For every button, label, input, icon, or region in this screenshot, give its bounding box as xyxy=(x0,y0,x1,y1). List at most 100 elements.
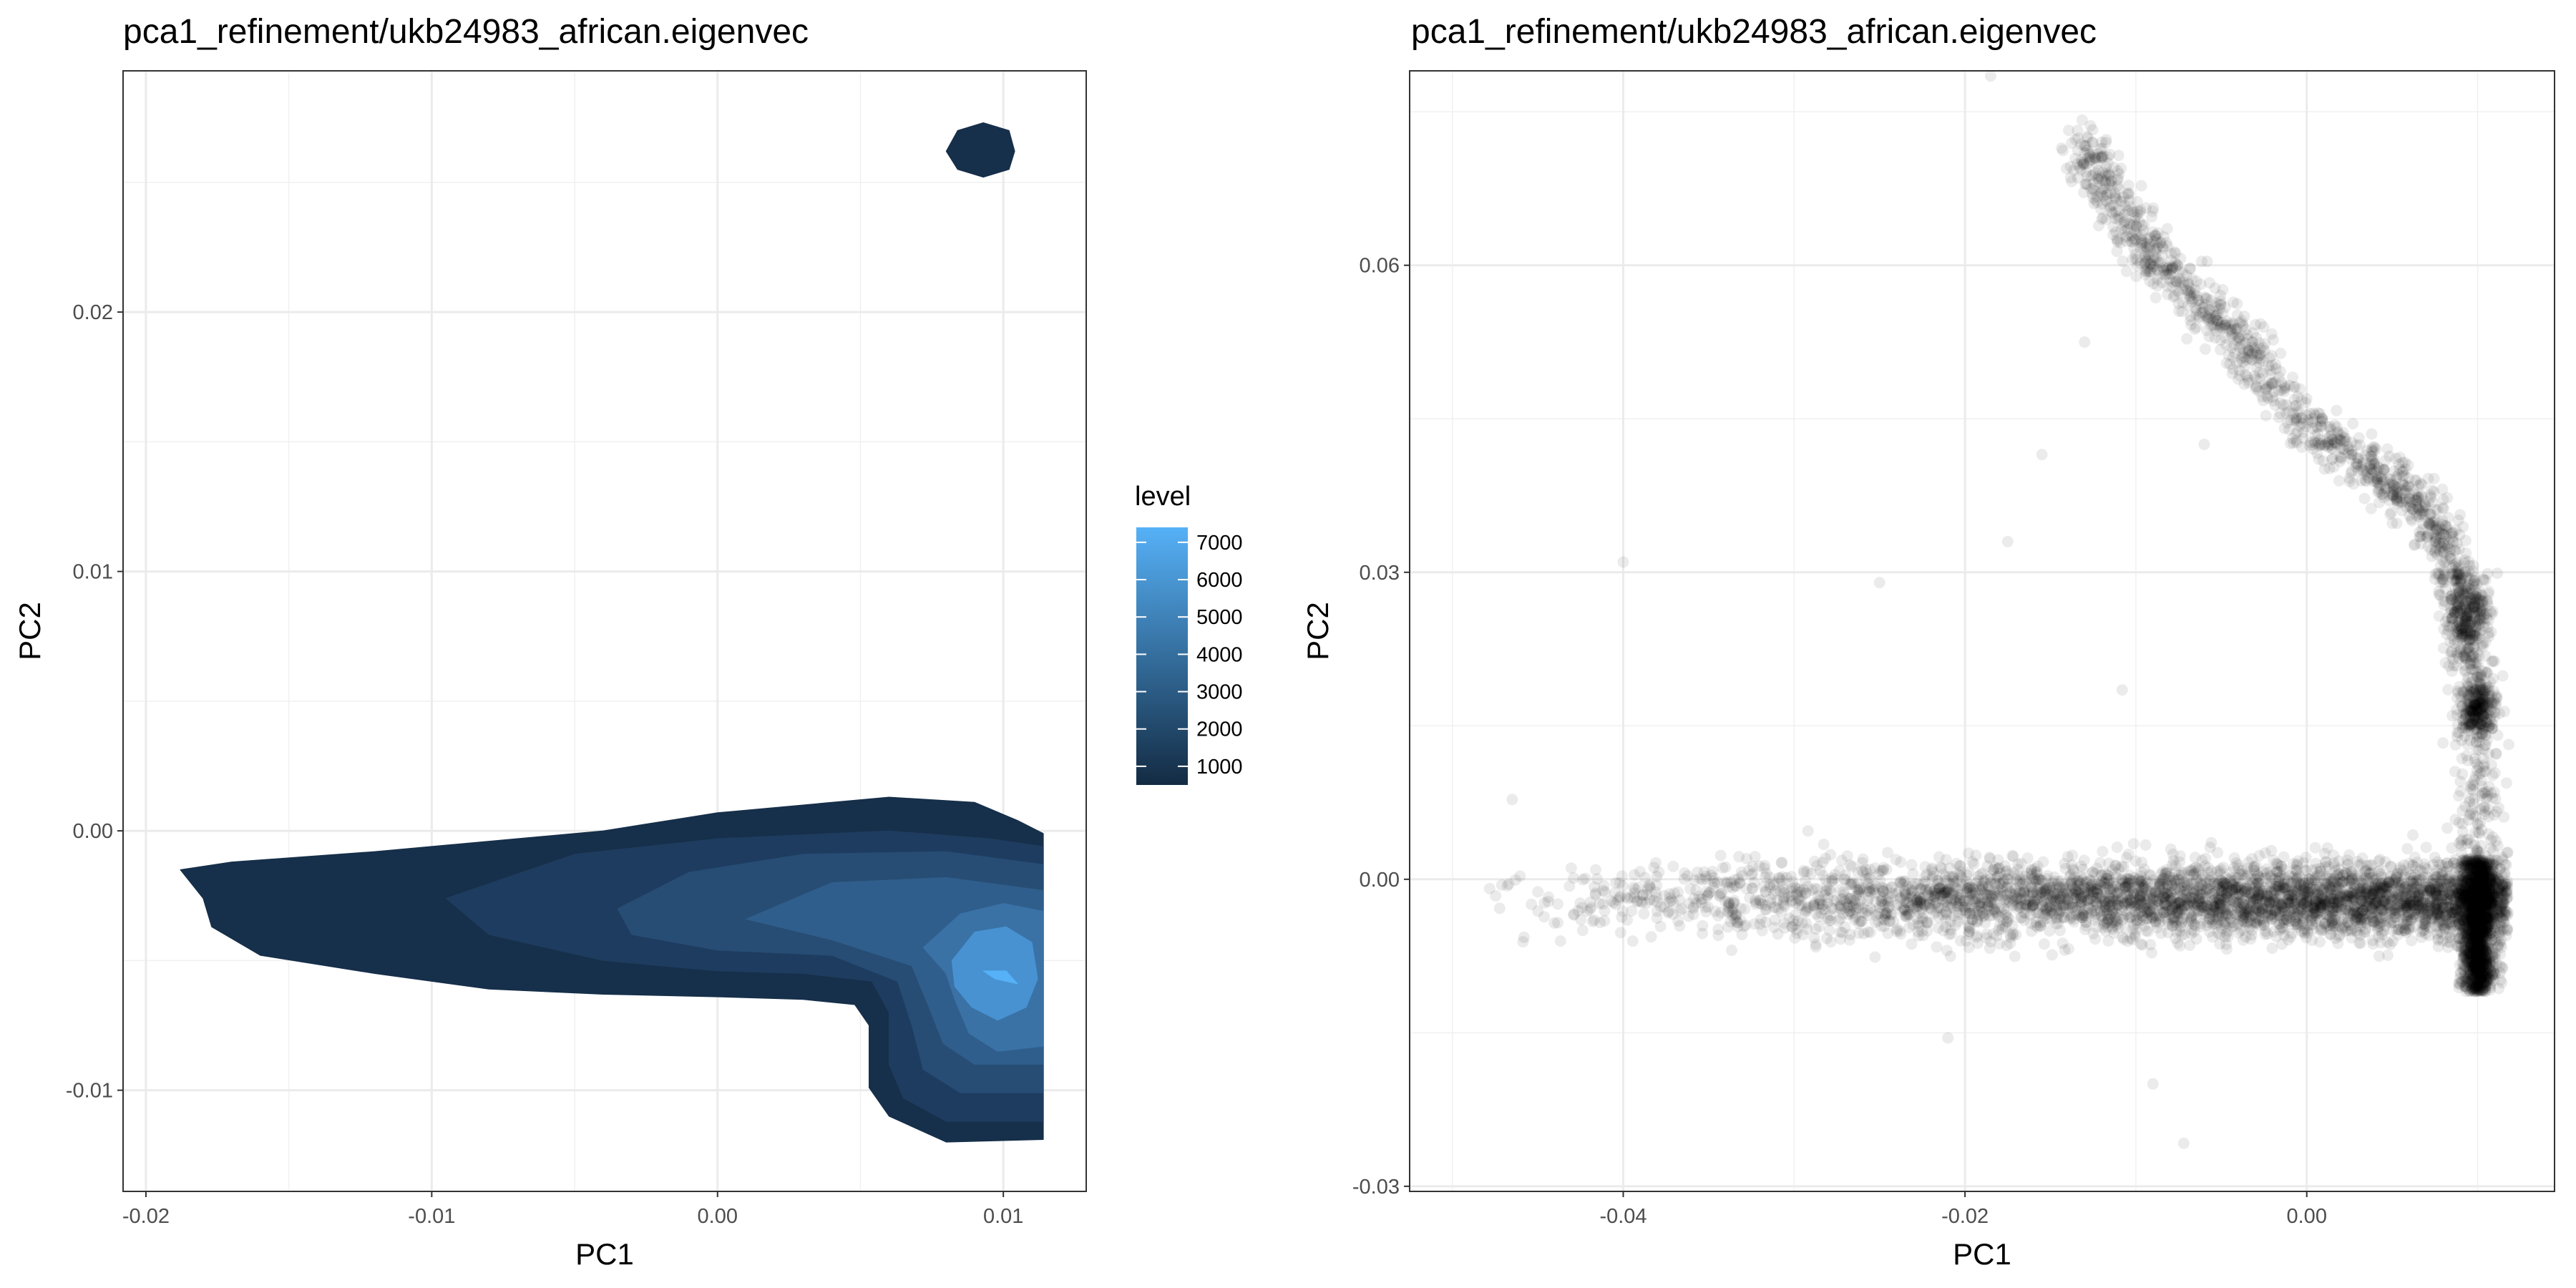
scatter-point xyxy=(2441,857,2453,869)
scatter-point xyxy=(2309,841,2321,854)
scatter-point xyxy=(1883,901,1896,913)
scatter-point xyxy=(2218,879,2230,892)
scatter-point xyxy=(2485,877,2497,889)
scatter-point xyxy=(2422,905,2434,917)
scatter-point xyxy=(1552,917,1564,929)
scatter-point xyxy=(2177,893,2190,905)
scatter-point xyxy=(2341,859,2353,871)
scatter-point xyxy=(2243,906,2255,918)
scatter-point xyxy=(1760,886,1772,898)
scatter-point xyxy=(2255,919,2267,932)
scatter-point xyxy=(2386,924,2399,936)
scatter-point xyxy=(2254,914,2266,927)
scatter-point xyxy=(2353,891,2366,903)
scatter-point xyxy=(2396,904,2407,916)
scatter-point xyxy=(1971,937,1984,950)
scatter-point xyxy=(2401,893,2414,905)
scatter-point xyxy=(1946,888,1958,899)
scatter-point xyxy=(2103,909,2115,921)
scatter-point xyxy=(2091,862,2103,874)
scatter-point xyxy=(2442,861,2454,873)
scatter-point xyxy=(2122,879,2134,892)
scatter-point xyxy=(2097,899,2108,911)
scatter-point xyxy=(2434,859,2446,871)
scatter-point xyxy=(1690,884,1702,897)
scatter-point xyxy=(2477,869,2489,882)
scatter-point xyxy=(2268,904,2280,917)
scatter-point xyxy=(2479,886,2491,898)
scatter-point xyxy=(1961,876,1973,888)
scatter-point xyxy=(2066,859,2078,872)
scatter-point xyxy=(2050,892,2062,904)
scatter-point xyxy=(2003,897,2015,909)
scatter-point xyxy=(2015,912,2026,924)
scatter-point xyxy=(2315,904,2327,917)
scatter-point xyxy=(2062,851,2074,863)
scatter-point xyxy=(1753,860,1765,872)
scatter-point xyxy=(2351,912,2363,924)
scatter-point xyxy=(1862,926,1874,938)
scatter-point xyxy=(2464,899,2477,911)
scatter-point xyxy=(2429,852,2441,864)
scatter-point xyxy=(2194,877,2206,889)
scatter-point xyxy=(1940,885,1952,897)
scatter-point xyxy=(1972,904,1984,917)
scatter-point xyxy=(2077,874,2089,886)
scatter-point xyxy=(2316,922,2328,934)
scatter-point xyxy=(2256,903,2268,915)
scatter-point xyxy=(1698,866,1710,878)
scatter-point xyxy=(2211,897,2223,909)
scatter-point xyxy=(2162,895,2174,907)
scatter-point xyxy=(1974,900,1986,912)
scatter-point xyxy=(2431,899,2443,911)
scatter-point xyxy=(2183,917,2195,930)
scatter-point xyxy=(2276,905,2288,917)
scatter-point xyxy=(2287,885,2298,897)
scatter-point xyxy=(2124,932,2137,945)
scatter-point xyxy=(2363,859,2376,871)
scatter-point xyxy=(1614,877,1626,889)
scatter-point xyxy=(2135,894,2147,907)
scatter-point xyxy=(2233,882,2245,894)
scatter-point xyxy=(1974,897,1986,909)
scatter-point xyxy=(2311,863,2323,875)
scatter-point xyxy=(2420,841,2432,854)
scatter-point xyxy=(1787,914,1800,927)
scatter-point xyxy=(2429,887,2441,899)
scatter-point xyxy=(2294,879,2306,891)
scatter-point xyxy=(1684,883,1697,895)
scatter-point xyxy=(2088,883,2100,895)
scatter-point xyxy=(1876,892,1888,904)
scatter-point xyxy=(2324,923,2336,935)
scatter-point xyxy=(2369,898,2381,910)
scatter-point xyxy=(2046,881,2059,893)
scatter-point xyxy=(2225,872,2237,884)
scatter-point xyxy=(2174,940,2186,952)
scatter-point xyxy=(2464,859,2477,872)
scatter-point xyxy=(1777,898,1790,910)
scatter-point xyxy=(1750,898,1762,910)
scatter-point xyxy=(2407,899,2419,912)
scatter-point xyxy=(2107,916,2119,928)
scatter-point xyxy=(2153,882,2165,893)
x-tick-label: -0.02 xyxy=(122,1205,170,1228)
scatter-point xyxy=(2484,888,2496,900)
scatter-point xyxy=(2434,926,2446,937)
scatter-point xyxy=(1870,880,1881,892)
scatter-point xyxy=(2289,898,2301,909)
scatter-point xyxy=(2136,857,2148,869)
scatter-point xyxy=(2414,926,2426,938)
scatter-point xyxy=(2455,899,2467,911)
scatter-point xyxy=(1775,906,1787,918)
scatter-point xyxy=(2303,877,2315,889)
scatter-point xyxy=(2298,923,2311,935)
scatter-point xyxy=(1853,917,1865,930)
scatter-point xyxy=(2263,882,2275,894)
scatter-point xyxy=(2274,898,2286,910)
scatter-point xyxy=(2467,883,2479,895)
scatter-point xyxy=(1723,901,1735,913)
scatter-point xyxy=(2251,899,2263,911)
scatter-point xyxy=(1878,899,1890,912)
scatter-point xyxy=(2215,898,2227,910)
